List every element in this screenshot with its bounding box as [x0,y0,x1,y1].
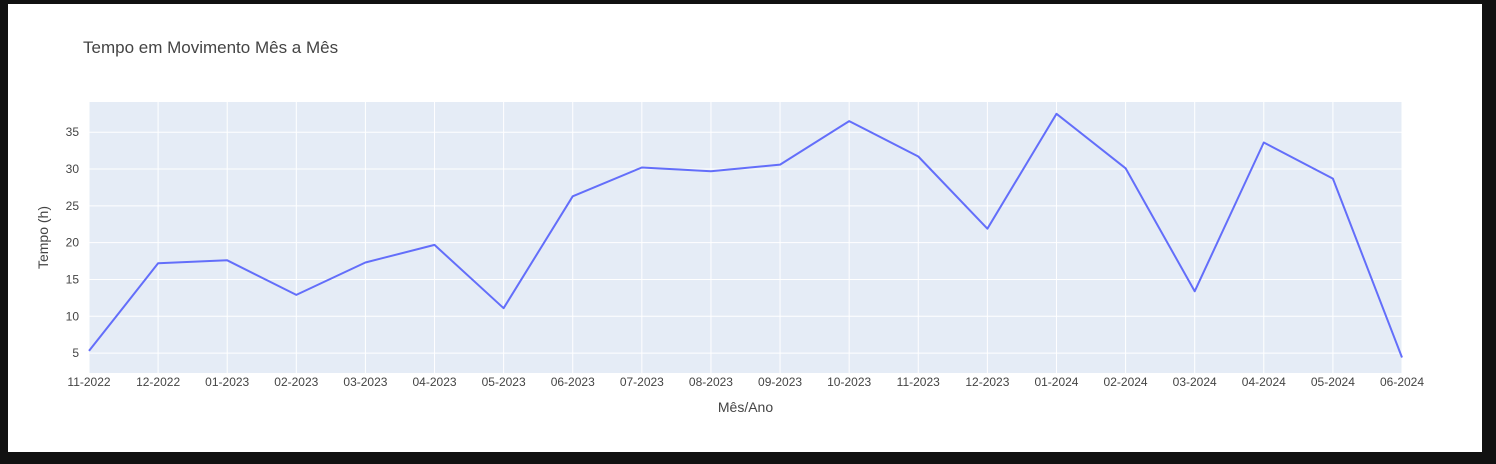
x-tick-label: 08-2023 [689,375,733,389]
chart-title: Tempo em Movimento Mês a Mês [83,38,338,57]
data-point [570,194,575,199]
data-point [1123,166,1128,171]
data-point [294,292,299,297]
x-tick-label: 10-2023 [827,375,871,389]
x-tick-label: 03-2024 [1173,375,1217,389]
data-point [1400,355,1405,360]
x-tick-label: 05-2024 [1311,375,1355,389]
data-point [1261,140,1266,145]
x-tick-label: 06-2023 [551,375,595,389]
x-tick-label: 11-2022 [67,375,110,389]
data-point [1330,176,1335,181]
y-tick-label: 10 [66,309,80,323]
x-tick-label: 04-2023 [413,375,457,389]
plot-area [89,102,1402,373]
x-tick-label: 06-2024 [1380,375,1424,389]
x-tick-label: 01-2023 [205,375,249,389]
x-tick-label: 09-2023 [758,375,802,389]
data-point [225,258,230,263]
data-point [778,162,783,167]
y-tick-label: 25 [66,199,80,213]
data-point [847,119,852,124]
series-line [88,112,1403,358]
data-point [708,169,713,174]
x-tick-label: 01-2024 [1034,375,1078,389]
data-point [639,165,644,170]
chart-container: Tempo em Movimento Mês a Mês 11-2022 12-2… [8,4,1482,452]
x-tick-label: 12-2022 [136,375,180,389]
x-tick-label: 03-2023 [343,375,387,389]
x-axis-title: Mês/Ano [718,399,773,415]
y-tick-label: 35 [66,125,80,139]
y-axis-title: Tempo (h) [35,206,51,269]
gridlines [88,102,1403,373]
data-point [363,260,368,265]
x-tick-label: 02-2024 [1104,375,1148,389]
x-tick-label: 11-2023 [897,375,940,389]
data-point [1192,289,1197,294]
data-point [87,348,92,353]
series-layer [87,111,1405,360]
y-axis-ticks: 5 10 15 20 25 30 35 [66,125,80,360]
line-chart: Tempo em Movimento Mês a Mês 11-2022 12-2… [35,38,1424,415]
y-tick-label: 5 [72,346,79,360]
data-point [1054,111,1059,116]
data-point [501,306,506,311]
x-tick-label: 04-2024 [1242,375,1286,389]
x-tick-label: 02-2023 [274,375,318,389]
y-tick-label: 20 [66,236,80,250]
y-tick-label: 15 [66,272,80,286]
data-point [916,154,921,159]
y-tick-label: 30 [66,162,80,176]
x-tick-label: 05-2023 [482,375,526,389]
data-point [985,226,990,231]
x-tick-label: 12-2023 [965,375,1009,389]
data-point [156,261,161,266]
x-axis-ticks: 11-2022 12-2022 01-2023 02-2023 03-2023 04-20… [67,375,1424,389]
x-tick-label: 07-2023 [620,375,664,389]
data-point [432,242,437,247]
